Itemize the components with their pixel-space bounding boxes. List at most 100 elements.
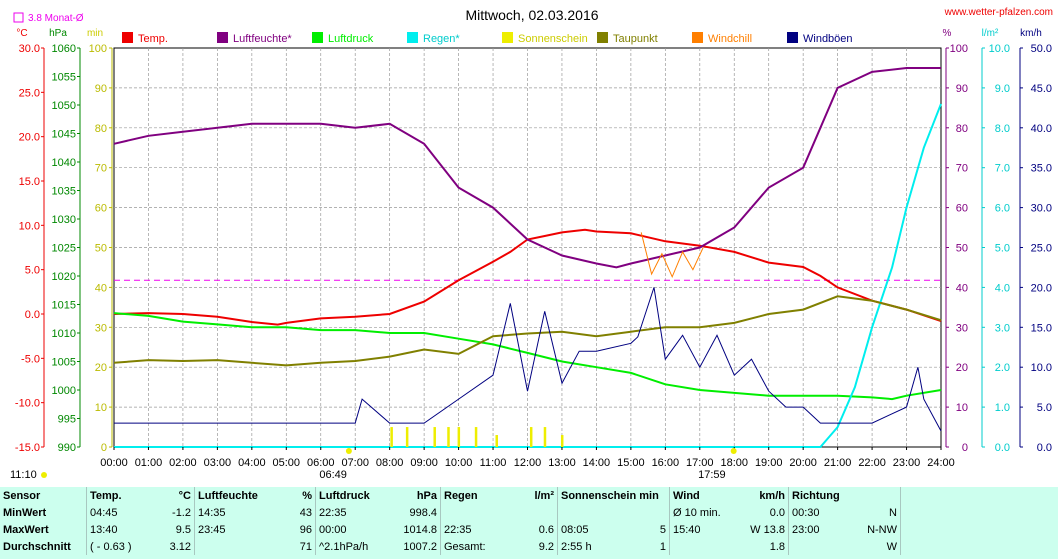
cell <box>440 504 509 521</box>
unit-humidity: % <box>943 28 952 39</box>
cell: ( - 0.63 ) <box>86 538 148 555</box>
cell: 1007.2 <box>403 540 437 553</box>
cell: 00:30 <box>787 504 843 521</box>
cell: 13:40 <box>86 521 148 538</box>
sunshine-tick-label: 90 <box>95 83 107 95</box>
humidity-tick-label: 50 <box>956 243 968 255</box>
cell: 15:40 <box>669 521 738 538</box>
pressure-tick-label: 990 <box>58 442 76 454</box>
pressure-tick-label: 1035 <box>52 186 76 198</box>
header-wind-unit: km/h <box>759 489 785 502</box>
series-line-windben <box>114 287 942 432</box>
header-pressure-unit: hPa <box>416 489 437 502</box>
pressure-tick-label: 995 <box>58 414 76 426</box>
cell: N-NW <box>867 523 897 536</box>
stats-row-min: MinWert 04:45 -1.2 14:35 43 22:35 998.4 … <box>0 504 1027 521</box>
cell: 0.0 <box>769 506 785 519</box>
unit-wind: km/h <box>1020 28 1042 39</box>
sunshine-bar <box>390 427 393 447</box>
x-tick-label: 19:00 <box>755 457 783 469</box>
unit-rain: l/m² <box>982 28 999 39</box>
pressure-tick-label: 1000 <box>52 385 76 397</box>
unit-temp: °C <box>16 28 27 39</box>
sunshine-bar <box>457 427 461 447</box>
x-tick-label: 03:00 <box>204 457 232 469</box>
wind-tick-label: 25.0 <box>1031 243 1052 255</box>
reference-marker-icon <box>13 12 24 23</box>
rain-tick-label: 1.0 <box>995 402 1010 414</box>
legend-label: Luftfeuchte* <box>233 33 292 45</box>
sunshine-bar <box>405 427 409 447</box>
cell: -1.2 <box>172 506 191 519</box>
header-temp-unit: °C <box>178 489 191 502</box>
legend-swatch <box>692 32 703 43</box>
pressure-tick-label: 1040 <box>52 157 76 169</box>
sunrise-icon <box>345 448 352 454</box>
cell: 1 <box>659 540 666 553</box>
rain-tick-label: 9.0 <box>995 83 1010 95</box>
rain-tick-label: 2.0 <box>995 362 1010 374</box>
x-tick-label: 05:00 <box>273 457 301 469</box>
cell: Gesamt: <box>440 538 509 555</box>
rain-tick-label: 4.0 <box>995 282 1010 294</box>
cell: 43 <box>299 506 312 519</box>
x-tick-label: 14:00 <box>583 457 611 469</box>
day-length-icon <box>41 472 47 478</box>
sunshine-tick-label: 60 <box>95 203 107 215</box>
cell: Ø 10 min. <box>669 504 738 521</box>
sunshine-tick-label: 10 <box>95 402 107 414</box>
reference-label: 3.8 Monat-Ø <box>28 13 84 24</box>
x-axis: 00:00 01:00 02:00 03:00 04:00 05:00 06:00 07:00… <box>10 447 955 481</box>
cell: 3.12 <box>169 540 191 553</box>
cell: 04:45 <box>86 504 148 521</box>
temp-tick-label: 20.0 <box>19 132 40 144</box>
humidity-tick-label: 10 <box>956 402 968 414</box>
legend: Temp. Luftfeuchte* Luftdruck Regen* Sonnensc… <box>122 32 853 45</box>
sunshine-tick-label: 20 <box>95 362 107 374</box>
wind-tick-label: 45.0 <box>1031 83 1052 95</box>
temp-tick-label: 0.0 <box>25 309 40 321</box>
temp-tick-label: -15.0 <box>15 442 40 454</box>
header-sunshine: Sonnenschein min <box>557 487 670 504</box>
humidity-tick-label: 0 <box>962 442 968 454</box>
pressure-tick-label: 1045 <box>52 129 76 141</box>
legend-label: Windböen <box>803 33 853 45</box>
rain-tick-label: 7.0 <box>995 163 1010 175</box>
unit-pressure: hPa <box>49 28 67 39</box>
sunshine-bar <box>495 435 498 447</box>
wind-tick-label: 5.0 <box>1037 402 1052 414</box>
wind-tick-label: 30.0 <box>1031 203 1052 215</box>
series-line-temp <box>113 228 942 326</box>
header-rain-unit: l/m² <box>534 489 554 502</box>
sunset-icon <box>730 448 737 454</box>
cell: 71 <box>299 540 312 553</box>
x-tick-label: 04:00 <box>238 457 266 469</box>
cell: 1014.8 <box>403 523 437 536</box>
legend-swatch <box>312 32 323 43</box>
series-marks <box>113 67 942 448</box>
weather-chart: Mittwoch, 02.03.2016 www.wetter-pfalzen.… <box>10 7 1053 481</box>
x-tick-label: 16:00 <box>652 457 680 469</box>
stats-row-avg: Durchschnitt ( - 0.63 ) 3.12 71 ^2.1hPa/… <box>0 538 1027 555</box>
humidity-tick-label: 90 <box>956 83 968 95</box>
cell: W <box>886 540 897 553</box>
source-link[interactable]: www.wetter-pfalzen.com <box>944 7 1053 18</box>
temp-tick-label: 15.0 <box>19 176 40 188</box>
x-tick-label: 07:00 <box>341 457 369 469</box>
x-tick-label: 06:00 <box>307 457 335 469</box>
sunrise-label: 06:49 <box>319 469 347 481</box>
sunshine-bar <box>543 427 547 447</box>
x-tick-label: 22:00 <box>858 457 886 469</box>
pressure-tick-label: 1010 <box>52 328 76 340</box>
temp-tick-label: -10.0 <box>15 398 40 410</box>
humidity-tick-label: 80 <box>956 123 968 135</box>
wind-tick-label: 10.0 <box>1031 362 1052 374</box>
legend-label: Windchill <box>708 33 752 45</box>
rain-tick-label: 8.0 <box>995 123 1010 135</box>
cell <box>641 504 669 521</box>
pressure-tick-label: 1060 <box>52 43 76 55</box>
series-line-luftdruck <box>113 312 942 401</box>
rain-tick-label: 6.0 <box>995 203 1010 215</box>
series-line-taupunkt <box>113 295 942 367</box>
x-tick-label: 11:00 <box>480 457 507 469</box>
